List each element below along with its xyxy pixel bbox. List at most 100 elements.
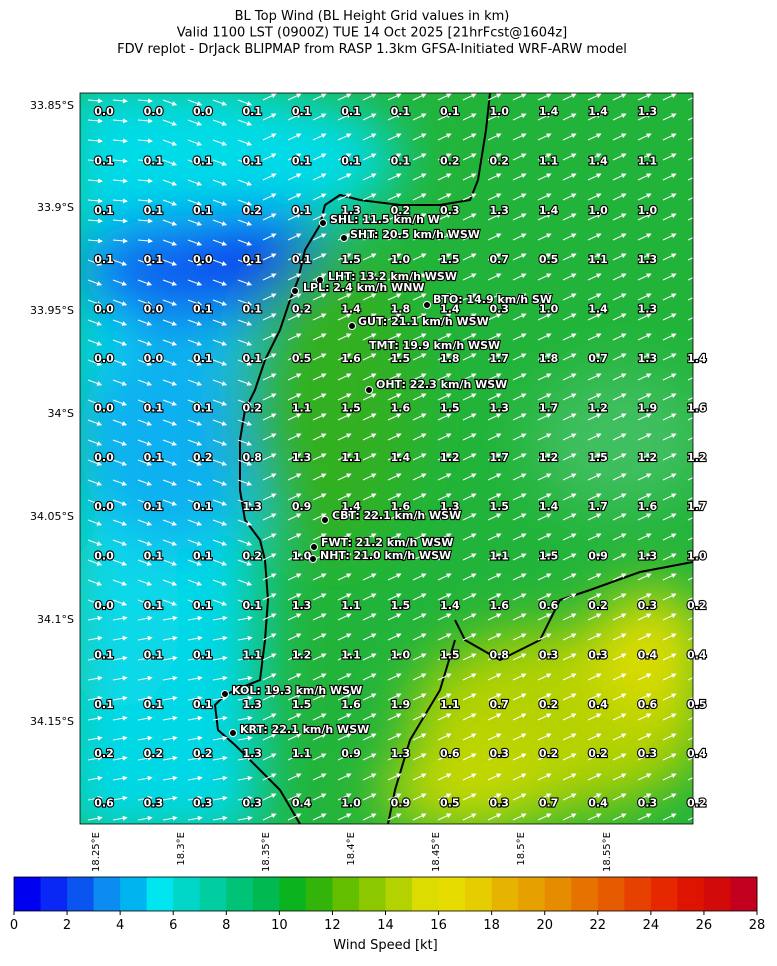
wind-arrow xyxy=(462,213,477,221)
lon-label: 18.55°E xyxy=(602,832,613,872)
wind-arrow xyxy=(312,613,327,621)
wind-arrow xyxy=(637,93,652,101)
grid-value: 0.0 xyxy=(193,253,213,266)
wind-arrow xyxy=(587,173,602,181)
colorbar-tick-label: 4 xyxy=(116,918,124,933)
wind-arrow xyxy=(362,133,377,141)
grid-value: 0.1 xyxy=(193,401,213,414)
wind-arrow xyxy=(337,773,352,781)
wind-arrow xyxy=(437,513,452,521)
wind-arrow xyxy=(162,119,178,126)
wind-arrow xyxy=(587,93,602,101)
wind-arrow xyxy=(237,695,253,701)
wind-arrow xyxy=(312,293,327,301)
wind-arrow xyxy=(262,493,277,501)
colorbar-segment xyxy=(730,877,758,911)
grid-value: 1.3 xyxy=(489,401,509,414)
wind-arrow xyxy=(362,453,377,461)
wind-arrow xyxy=(637,753,652,761)
wind-arrow xyxy=(237,479,253,486)
wind-arrow xyxy=(112,755,128,761)
wind-arrow xyxy=(112,158,128,164)
grid-value: 1.0 xyxy=(341,797,361,810)
grid-value: 0.6 xyxy=(539,599,559,612)
wind-arrow xyxy=(87,715,103,721)
wind-arrow xyxy=(137,118,153,124)
wind-arrow xyxy=(537,753,552,761)
wind-arrow xyxy=(412,153,427,161)
grid-value: 0.1 xyxy=(144,204,164,217)
wind-arrow xyxy=(137,419,153,426)
wind-arrow xyxy=(362,673,377,681)
colorbar-segment xyxy=(93,877,121,911)
wind-arrow xyxy=(387,513,402,521)
wind-arrow xyxy=(687,157,693,161)
wind-arrow xyxy=(262,393,277,401)
wind-arrow xyxy=(212,459,228,466)
wind-arrow xyxy=(612,773,627,781)
wind-arrow xyxy=(612,593,627,601)
wind-arrow xyxy=(287,593,302,601)
wind-arrow xyxy=(637,453,652,461)
grid-value: 0.2 xyxy=(539,747,559,760)
wind-arrow xyxy=(537,733,552,741)
wind-arrow xyxy=(412,793,427,801)
wind-arrow xyxy=(562,473,577,481)
wind-arrow xyxy=(487,253,502,261)
wind-arrow xyxy=(687,637,693,641)
wind-arrow xyxy=(437,613,452,621)
wind-arrow xyxy=(187,519,203,526)
grid-value: 0.3 xyxy=(539,648,559,661)
wind-arrow xyxy=(362,313,377,321)
wind-arrow xyxy=(562,433,577,441)
colorbar-segment xyxy=(597,877,625,911)
wind-arrow xyxy=(212,755,228,761)
wind-arrow xyxy=(312,493,327,501)
wind-arrow xyxy=(637,313,652,321)
wind-arrow xyxy=(137,715,153,721)
wind-arrow xyxy=(562,673,577,681)
wind-arrow xyxy=(137,579,153,586)
wind-arrow xyxy=(162,379,178,386)
wind-arrow xyxy=(487,573,502,581)
wind-arrow xyxy=(537,213,552,221)
grid-value: 1.1 xyxy=(341,648,361,661)
wind-arrow xyxy=(612,613,627,621)
wind-arrow xyxy=(662,773,677,781)
wind-arrow xyxy=(487,413,502,421)
grid-value: 0.0 xyxy=(144,105,164,118)
wind-arrow xyxy=(162,519,178,526)
wind-arrow xyxy=(437,653,452,661)
colorbar-segment xyxy=(491,877,519,911)
wind-arrow xyxy=(512,473,527,481)
grid-value: 0.1 xyxy=(94,698,114,711)
wind-arrow xyxy=(537,173,552,181)
station-label: GUT: 21.1 km/h WSW xyxy=(358,315,489,328)
wind-arrow xyxy=(337,513,352,521)
wind-arrow xyxy=(362,553,377,561)
wind-arrow xyxy=(562,373,577,381)
colorbar-tick-label: 16 xyxy=(430,918,447,933)
wind-arrow xyxy=(687,257,693,261)
wind-arrow xyxy=(462,633,477,641)
wind-arrow xyxy=(87,238,103,244)
wind-arrow xyxy=(587,313,602,321)
wind-arrow xyxy=(287,153,302,161)
wind-arrow xyxy=(87,615,103,621)
wind-arrow xyxy=(262,613,277,621)
wind-arrow xyxy=(487,593,502,601)
grid-value: 1.6 xyxy=(391,401,411,414)
wind-arrow xyxy=(112,539,128,546)
grid-value: 1.3 xyxy=(638,105,658,118)
lat-label: 33.85°S xyxy=(30,99,74,112)
wind-arrow xyxy=(87,755,103,761)
grid-value: 0.1 xyxy=(94,204,114,217)
wind-arrow xyxy=(612,533,627,541)
wind-arrow xyxy=(487,373,502,381)
grid-value: 0.3 xyxy=(193,797,213,810)
wind-arrow xyxy=(487,173,502,181)
wind-arrow xyxy=(162,695,178,701)
grid-value: 0.3 xyxy=(489,747,509,760)
wind-arrow xyxy=(487,313,502,321)
grid-value: 0.2 xyxy=(193,451,213,464)
